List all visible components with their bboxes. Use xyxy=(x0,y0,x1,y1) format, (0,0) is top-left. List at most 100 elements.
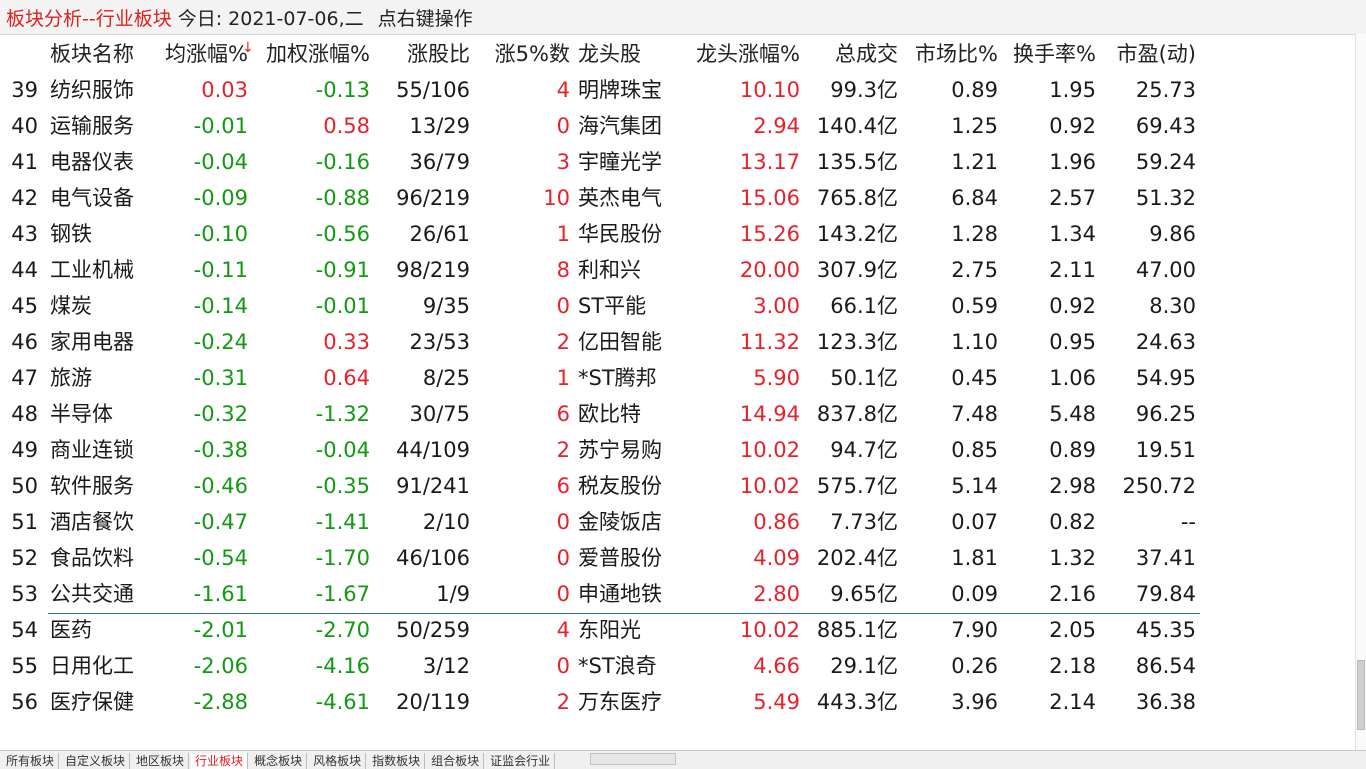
header-up5-count[interactable]: 涨5%数 xyxy=(494,42,570,66)
rise-ratio: 36/79 xyxy=(409,150,470,174)
tab-0[interactable]: 所有板块 xyxy=(2,753,60,769)
tab-7[interactable]: 组合板块 xyxy=(427,753,485,769)
vertical-scrollbar[interactable] xyxy=(1355,34,1366,750)
header-name[interactable]: 板块名称 xyxy=(50,42,134,66)
pe-ratio: -- xyxy=(1180,510,1196,534)
row-number: 42 xyxy=(11,186,38,210)
weighted-change: -4.16 xyxy=(315,654,370,678)
sector-name: 商业连锁 xyxy=(50,438,134,462)
header-pe[interactable]: 市盈(动) xyxy=(1116,42,1196,66)
avg-change: 0.03 xyxy=(201,78,248,102)
pe-ratio: 69.43 xyxy=(1135,114,1196,138)
avg-change: -2.88 xyxy=(193,690,248,714)
table-row[interactable]: 53 公共交通 -1.61 -1.67 1/9 0 申通地铁 2.80 9.65亿 0.09 2.1… xyxy=(0,576,1210,612)
scrollbar-thumb[interactable] xyxy=(1357,660,1365,730)
sector-name: 家用电器 xyxy=(50,330,134,354)
total-volume: 837.8亿 xyxy=(816,402,898,426)
table-row[interactable]: 51 酒店餐饮 -0.47 -1.41 2/10 0 金陵饭店 0.86 7.73亿 0.07 0.… xyxy=(0,504,1210,540)
market-share: 0.26 xyxy=(951,654,998,678)
market-share: 6.84 xyxy=(951,186,998,210)
market-share: 0.07 xyxy=(951,510,998,534)
turnover-rate: 0.95 xyxy=(1049,330,1096,354)
weighted-change: -2.70 xyxy=(315,618,370,642)
turnover-rate: 0.82 xyxy=(1049,510,1096,534)
weighted-change: -1.70 xyxy=(315,546,370,570)
avg-change: -0.09 xyxy=(193,186,248,210)
row-number: 43 xyxy=(11,222,38,246)
weighted-change: -0.88 xyxy=(315,186,370,210)
header-weighted-change[interactable]: 加权涨幅% xyxy=(266,42,370,66)
table-row[interactable]: 44 工业机械 -0.11 -0.91 98/219 8 利和兴 20.00 307.9亿 2.7… xyxy=(0,252,1210,288)
header-leader-change[interactable]: 龙头涨幅% xyxy=(696,42,800,66)
weighted-change: -0.56 xyxy=(315,222,370,246)
weighted-change: -0.91 xyxy=(315,258,370,282)
table-row[interactable]: 46 家用电器 -0.24 0.33 23/53 2 亿田智能 11.32 123.3亿 1.10… xyxy=(0,324,1210,360)
rise-ratio: 20/119 xyxy=(396,690,470,714)
table-row[interactable]: 55 日用化工 -2.06 -4.16 3/12 0 *ST浪奇 4.66 29.1亿 0.26 2… xyxy=(0,648,1210,684)
avg-change: -0.04 xyxy=(193,150,248,174)
tab-3[interactable]: 行业板块 xyxy=(191,753,249,769)
header-volume[interactable]: 总成交 xyxy=(835,42,898,66)
table-row[interactable]: 52 食品饮料 -0.54 -1.70 46/106 0 爱普股份 4.09 202.4亿 1.8… xyxy=(0,540,1210,576)
row-number: 39 xyxy=(11,78,38,102)
up5-count: 2 xyxy=(556,330,570,354)
table-row[interactable]: 54 医药 -2.01 -2.70 50/259 4 东阳光 10.02 885.1亿 7.90 2… xyxy=(0,612,1210,648)
row-number: 41 xyxy=(11,150,38,174)
sector-name: 纺织服饰 xyxy=(50,78,134,102)
weighted-change: -4.61 xyxy=(315,690,370,714)
table-row[interactable]: 41 电器仪表 -0.04 -0.16 36/79 3 宇瞳光学 13.17 135.5亿 1.2… xyxy=(0,144,1210,180)
up5-count: 6 xyxy=(556,474,570,498)
header-turnover[interactable]: 换手率% xyxy=(1013,42,1096,66)
table-row[interactable]: 42 电气设备 -0.09 -0.88 96/219 10 英杰电气 15.06 765.8亿 6… xyxy=(0,180,1210,216)
header-rise-ratio[interactable]: 涨股比 xyxy=(407,42,470,66)
header-leader[interactable]: 龙头股 xyxy=(578,42,641,66)
leader-stock: 明牌珠宝 xyxy=(578,78,662,102)
horizontal-scrollbar[interactable] xyxy=(590,753,676,765)
avg-change: -0.38 xyxy=(193,438,248,462)
separator-line xyxy=(48,613,1200,614)
table-row[interactable]: 50 软件服务 -0.46 -0.35 91/241 6 税友股份 10.02 575.7亿 5.… xyxy=(0,468,1210,504)
table-row[interactable]: 49 商业连锁 -0.38 -0.04 44/109 2 苏宁易购 10.02 94.7亿 0.8… xyxy=(0,432,1210,468)
sector-name: 电器仪表 xyxy=(50,150,134,174)
avg-change: -0.47 xyxy=(193,510,248,534)
table-row[interactable]: 43 钢铁 -0.10 -0.56 26/61 1 华民股份 15.26 143.2亿 1.28 1… xyxy=(0,216,1210,252)
tab-5[interactable]: 风格板块 xyxy=(309,753,367,769)
tab-6[interactable]: 指数板块 xyxy=(368,753,426,769)
total-volume: 307.9亿 xyxy=(816,258,898,282)
leader-change: 15.26 xyxy=(739,222,800,246)
table-row[interactable]: 48 半导体 -0.32 -1.32 30/75 6 欧比特 14.94 837.8亿 7.48 5… xyxy=(0,396,1210,432)
up5-count: 4 xyxy=(556,618,570,642)
pe-ratio: 36.38 xyxy=(1135,690,1196,714)
rise-ratio: 30/75 xyxy=(409,402,470,426)
leader-stock: 申通地铁 xyxy=(578,582,662,606)
market-share: 0.45 xyxy=(951,366,998,390)
up5-count: 0 xyxy=(556,654,570,678)
leader-stock: *ST腾邦 xyxy=(578,366,657,390)
date-label: 今日: 2021-07-06,二 xyxy=(177,7,364,30)
table-row[interactable]: 40 运输服务 -0.01 0.58 13/29 0 海汽集团 2.94 140.4亿 1.25 0… xyxy=(0,108,1210,144)
turnover-rate: 1.06 xyxy=(1049,366,1096,390)
header-avg-change[interactable]: 均涨幅% xyxy=(165,42,248,66)
tab-4[interactable]: 概念板块 xyxy=(250,753,308,769)
leader-change: 10.02 xyxy=(739,618,800,642)
table-row[interactable]: 39 纺织服饰 0.03 -0.13 55/106 4 明牌珠宝 10.10 99.3亿 0.89… xyxy=(0,72,1210,108)
table-row[interactable]: 56 医疗保健 -2.88 -4.61 20/119 2 万东医疗 5.49 443.3亿 3.9… xyxy=(0,684,1210,720)
table-row[interactable]: 47 旅游 -0.31 0.64 8/25 1 *ST腾邦 5.90 50.1亿 0.45 1.06… xyxy=(0,360,1210,396)
tab-1[interactable]: 自定义板块 xyxy=(61,753,131,769)
leader-change: 4.09 xyxy=(753,546,800,570)
sector-name: 煤炭 xyxy=(50,294,92,318)
up5-count: 1 xyxy=(556,222,570,246)
tab-2[interactable]: 地区板块 xyxy=(132,753,190,769)
total-volume: 135.5亿 xyxy=(816,150,898,174)
rise-ratio: 96/219 xyxy=(396,186,470,210)
market-share: 0.59 xyxy=(951,294,998,318)
weighted-change: 0.64 xyxy=(323,366,370,390)
row-number: 55 xyxy=(11,654,38,678)
turnover-rate: 1.32 xyxy=(1049,546,1096,570)
leader-stock: 华民股份 xyxy=(578,222,662,246)
header-market-share[interactable]: 市场比% xyxy=(915,42,998,66)
tab-8[interactable]: 证监会行业 xyxy=(486,753,556,769)
table-row[interactable]: 45 煤炭 -0.14 -0.01 9/35 0 ST平能 3.00 66.1亿 0.59 0.92… xyxy=(0,288,1210,324)
leader-change: 14.94 xyxy=(739,402,800,426)
pe-ratio: 79.84 xyxy=(1135,582,1196,606)
